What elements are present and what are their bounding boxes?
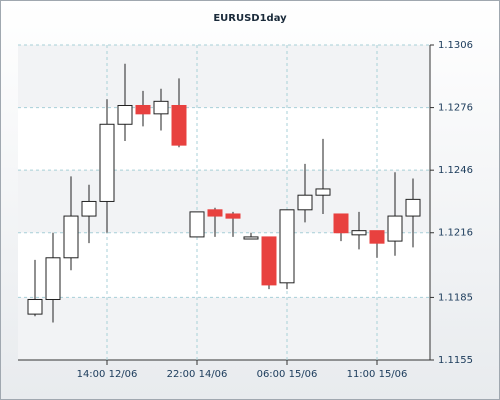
y-tick-label: 1.1185 bbox=[438, 292, 473, 303]
plot-band bbox=[18, 297, 430, 360]
candle-body bbox=[135, 104, 151, 115]
candle-body bbox=[405, 198, 421, 217]
candle-body bbox=[27, 299, 43, 315]
y-tick-label: 1.1276 bbox=[438, 103, 473, 114]
candle-body bbox=[315, 188, 331, 196]
candle-body bbox=[279, 209, 295, 284]
x-tick-label: 22:00 14/06 bbox=[167, 369, 228, 380]
candle-body bbox=[99, 123, 115, 202]
candle-body bbox=[117, 104, 133, 125]
candle-body bbox=[81, 200, 97, 217]
plot-band bbox=[18, 170, 430, 233]
x-tick-label: 14:00 12/06 bbox=[77, 369, 138, 380]
candle-body bbox=[63, 215, 79, 259]
plot-band bbox=[18, 45, 430, 108]
candle-body bbox=[45, 257, 61, 301]
candle-body bbox=[387, 215, 403, 242]
candle-body bbox=[153, 100, 169, 115]
candle-body bbox=[369, 230, 385, 244]
x-tick-label: 06:00 15/06 bbox=[257, 369, 318, 380]
candle-body bbox=[297, 194, 313, 211]
x-tick-label: 11:00 15/06 bbox=[347, 369, 408, 380]
y-tick-label: 1.1155 bbox=[438, 355, 473, 366]
candle-body bbox=[333, 213, 349, 234]
candle-body bbox=[225, 213, 241, 219]
candle-body bbox=[351, 230, 367, 236]
y-tick-label: 1.1246 bbox=[438, 165, 473, 176]
y-tick-label: 1.1306 bbox=[438, 40, 473, 51]
candle-body bbox=[261, 236, 277, 286]
candle-body bbox=[243, 236, 259, 240]
candle-body bbox=[189, 211, 205, 238]
chart-title: EURUSD1day bbox=[213, 13, 287, 24]
candle-body bbox=[207, 209, 223, 217]
y-tick-label: 1.1216 bbox=[438, 228, 473, 239]
candle-body bbox=[171, 104, 187, 146]
